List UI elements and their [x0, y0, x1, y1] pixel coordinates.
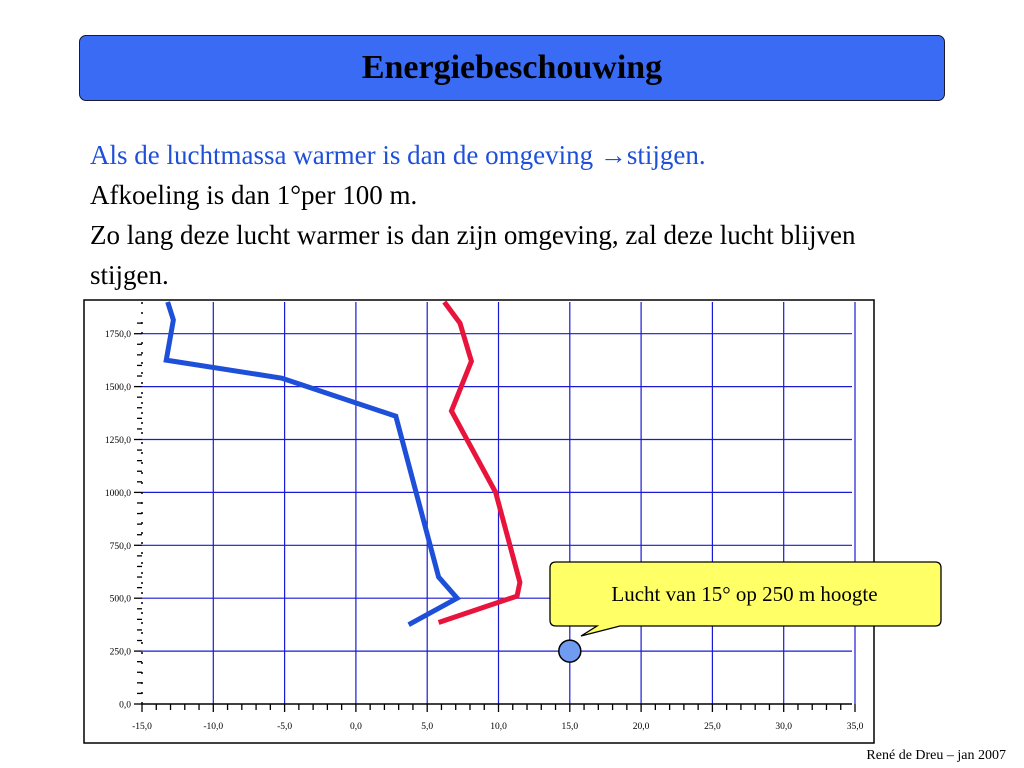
environment-temperature-line [163, 301, 462, 627]
text-line-2: Afkoeling is dan 1°per 100 m. [90, 180, 418, 210]
title-bar: Energiebeschouwing [79, 35, 945, 101]
x-tick-label: 30,0 [775, 722, 792, 732]
parcel-marker [558, 639, 582, 663]
y-tick-label: 1750,0 [105, 330, 131, 340]
grid-lines [142, 301, 856, 704]
y-tick-label: 0,0 [119, 701, 131, 711]
page-title: Energiebeschouwing [361, 49, 663, 86]
x-tick-label: 25,0 [704, 722, 721, 732]
x-tick-label: 15,0 [561, 722, 578, 732]
y-tick-label: 250,0 [110, 648, 132, 658]
axes: -15,0 -10,0 -5,0 0,0 5,0 10,0 15,0 20,0 25,0 30,0… [105, 301, 864, 732]
text-line-1: Als de luchtmassa warmer is dan de omgev… [90, 140, 706, 170]
x-tick-label: -10,0 [203, 722, 223, 732]
x-tick-label: 20,0 [633, 722, 650, 732]
y-tick-label: 1500,0 [105, 383, 131, 393]
text-line-3: Zo lang deze lucht warmer is dan zijn om… [90, 220, 856, 290]
x-tick-label: 35,0 [847, 722, 864, 732]
y-tick-label: 750,0 [110, 542, 132, 552]
y-tick-label: 1000,0 [105, 489, 131, 499]
chart-frame [83, 299, 875, 744]
x-tick-label: -5,0 [277, 722, 292, 732]
x-tick-label: 0,0 [350, 722, 362, 732]
callout [549, 561, 942, 663]
air-parcel-line [437, 300, 523, 625]
x-tick-label: -15,0 [132, 722, 152, 732]
y-tick-label: 1250,0 [105, 436, 131, 446]
y-tick-label: 500,0 [110, 595, 132, 605]
explanation-text: Als de luchtmassa warmer is dan de omgev… [90, 135, 890, 295]
chart-series [163, 300, 523, 627]
callout-bubble [549, 561, 942, 637]
callout-label: Lucht van 15° op 250 m hoogte [611, 581, 878, 606]
x-tick-label: 10,0 [490, 722, 507, 732]
footer-credit: René de Dreu – jan 2007 [866, 748, 1006, 763]
x-tick-label: 5,0 [421, 722, 433, 732]
